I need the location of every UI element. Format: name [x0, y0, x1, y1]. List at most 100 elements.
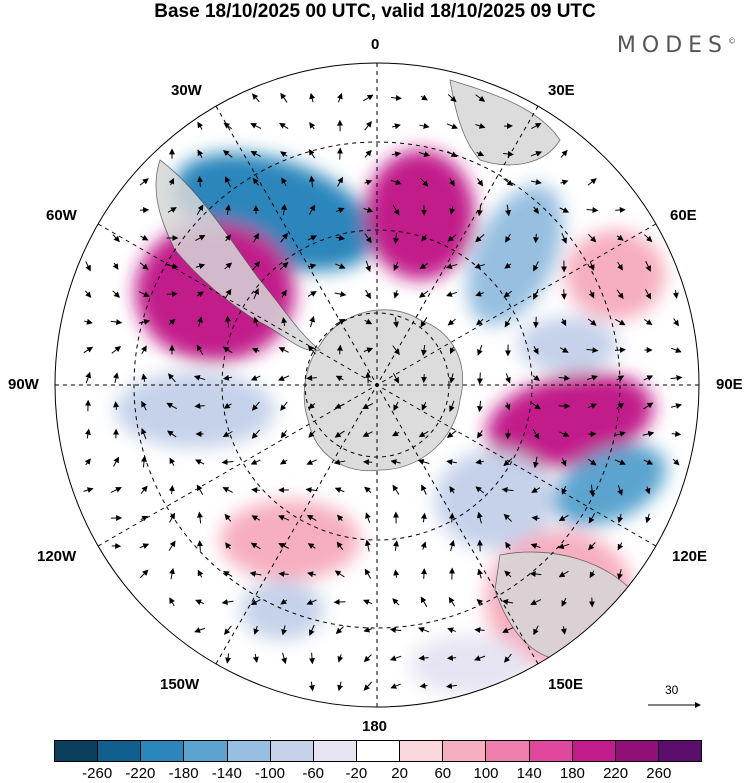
wind-arrow	[334, 487, 345, 493]
wind-arrow	[309, 92, 316, 103]
lon-label-60w: 60W	[46, 207, 77, 224]
wind-arrow	[224, 262, 233, 270]
wind-arrow	[222, 487, 233, 493]
wind-arrow	[560, 289, 567, 300]
colorbar-tick-label: 60	[434, 765, 452, 782]
wind-arrow	[560, 149, 568, 158]
wind-arrow	[139, 178, 149, 186]
wind-arrow	[278, 543, 290, 549]
wind-arrow	[616, 234, 624, 241]
wind-arrow	[557, 543, 570, 550]
wind-arrow	[445, 683, 458, 689]
wind-arrow	[616, 375, 625, 382]
colorbar	[54, 740, 702, 762]
wind-arrow	[281, 316, 288, 327]
south-america	[155, 159, 321, 352]
wind-arrow	[419, 123, 430, 129]
colorbar-segment	[356, 741, 401, 761]
wind-arrow	[280, 92, 288, 103]
wind-arrow	[392, 345, 400, 356]
wind-arrow	[586, 347, 599, 354]
wind-arrow	[586, 375, 598, 381]
wind-arrow	[445, 263, 458, 270]
wind-arrow	[250, 599, 261, 605]
wind-arrow	[335, 234, 346, 241]
wind-arrow	[588, 261, 595, 271]
wind-arrow	[614, 459, 626, 465]
wind-arrow	[308, 175, 315, 188]
wind-arrow	[169, 597, 175, 607]
wind-arrow	[504, 262, 512, 269]
colorbar-segment	[227, 741, 271, 761]
wind-arrow	[85, 261, 91, 272]
colorbar-segment	[270, 741, 314, 761]
wind-arrow	[251, 429, 260, 439]
wind-arrow	[195, 599, 205, 606]
wind-arrow	[197, 121, 204, 130]
wind-arrow	[337, 176, 343, 187]
wind-arrow	[250, 375, 261, 381]
wind-arrow	[531, 515, 540, 522]
wind-arrow	[166, 263, 179, 270]
wind-arrow	[195, 234, 206, 241]
wind-arrow	[141, 455, 148, 468]
wind-arrow	[672, 290, 679, 299]
wind-arrow	[196, 344, 204, 355]
wind-arrow	[225, 653, 232, 664]
wind-arrow	[83, 346, 94, 354]
wind-arrow	[307, 543, 316, 549]
wind-arrow	[502, 599, 514, 605]
wind-arrow	[309, 122, 316, 130]
wind-arrow	[503, 290, 513, 298]
wind-arrow	[364, 149, 372, 158]
wind-arrow	[474, 263, 485, 269]
wind-arrow	[334, 570, 345, 578]
wind-arrow	[221, 459, 234, 466]
wind-arrow	[364, 121, 372, 131]
wind-arrow	[616, 289, 624, 300]
wind-arrow	[419, 263, 428, 269]
wind-arrow	[614, 431, 626, 437]
wind-arrow	[670, 403, 682, 409]
colorbar-tick-label: 100	[473, 765, 499, 782]
anomaly-low-160e	[410, 635, 530, 695]
wind-arrow	[84, 458, 91, 466]
wind-arrow	[336, 207, 345, 214]
wind-arrow	[251, 515, 261, 521]
wind-arrow	[533, 346, 539, 355]
wind-arrow	[476, 599, 484, 606]
wind-arrow	[475, 94, 486, 102]
wind-arrow	[504, 570, 512, 578]
wind-arrow	[643, 375, 654, 381]
wind-arrow	[139, 543, 150, 549]
wind-arrow	[225, 176, 231, 188]
wind-arrow	[193, 375, 206, 381]
wind-arrow	[113, 456, 120, 467]
wind-arrow	[337, 654, 344, 663]
graticule	[55, 63, 699, 707]
wind-arrow	[280, 598, 288, 605]
wind-arrow	[645, 260, 651, 272]
wind-arrow	[307, 345, 316, 355]
wind-arrow	[561, 597, 567, 607]
colorbar-segment	[313, 741, 357, 761]
anomaly-high-90e	[486, 372, 654, 468]
wind-arrow	[392, 484, 400, 495]
wind-arrow	[197, 316, 203, 327]
wind-arrow	[531, 402, 541, 410]
wind-arrow	[615, 347, 626, 353]
wind-arrow	[365, 260, 371, 273]
wind-arrow	[309, 624, 315, 636]
wind-arrow	[475, 486, 485, 494]
wind-arrow	[418, 654, 429, 661]
wind-arrow	[364, 486, 372, 494]
wind-arrow	[477, 430, 483, 439]
wind-arrow	[418, 627, 430, 633]
wind-arrow	[336, 92, 343, 103]
wind-arrow	[221, 599, 234, 606]
wind-arrow	[249, 570, 262, 577]
wind-arrow	[448, 512, 455, 523]
wind-arrow	[169, 512, 176, 523]
wind-vectors	[83, 92, 683, 692]
wind-arrow	[168, 540, 176, 551]
